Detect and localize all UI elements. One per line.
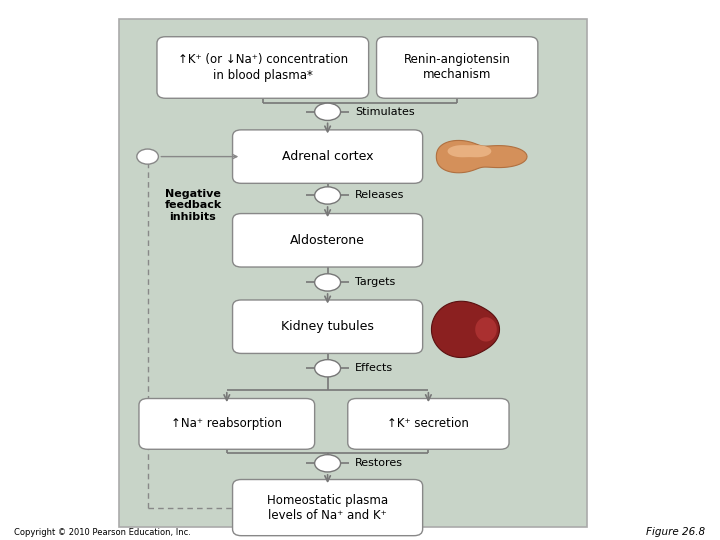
Text: Copyright © 2010 Pearson Education, Inc.: Copyright © 2010 Pearson Education, Inc.: [14, 528, 192, 537]
Text: Figure 26.8: Figure 26.8: [647, 527, 706, 537]
Ellipse shape: [315, 187, 341, 204]
Text: ↑K⁺ (or ↓Na⁺) concentration
in blood plasma*: ↑K⁺ (or ↓Na⁺) concentration in blood pla…: [178, 53, 348, 82]
Text: Effects: Effects: [355, 363, 393, 373]
Text: Adrenal cortex: Adrenal cortex: [282, 150, 374, 163]
Text: Kidney tubules: Kidney tubules: [282, 320, 374, 333]
FancyBboxPatch shape: [119, 19, 587, 526]
Text: ↑Na⁺ reabsorption: ↑Na⁺ reabsorption: [171, 417, 282, 430]
Text: Homeostatic plasma
levels of Na⁺ and K⁺: Homeostatic plasma levels of Na⁺ and K⁺: [267, 494, 388, 522]
Ellipse shape: [315, 360, 341, 377]
FancyBboxPatch shape: [233, 480, 423, 536]
Ellipse shape: [315, 455, 341, 472]
FancyBboxPatch shape: [157, 37, 369, 98]
Polygon shape: [475, 318, 497, 341]
FancyBboxPatch shape: [233, 213, 423, 267]
Text: Negative
feedback
inhibits: Negative feedback inhibits: [164, 188, 222, 222]
Text: Renin-angiotensin
mechanism: Renin-angiotensin mechanism: [404, 53, 510, 82]
Polygon shape: [431, 301, 500, 357]
Text: ↑K⁺ secretion: ↑K⁺ secretion: [387, 417, 469, 430]
Polygon shape: [436, 140, 527, 173]
FancyBboxPatch shape: [348, 399, 509, 449]
FancyBboxPatch shape: [139, 399, 315, 449]
Text: Aldosterone: Aldosterone: [290, 234, 365, 247]
Ellipse shape: [315, 103, 341, 120]
Ellipse shape: [315, 274, 341, 291]
Text: Restores: Restores: [355, 458, 403, 468]
FancyBboxPatch shape: [377, 37, 538, 98]
Ellipse shape: [137, 149, 158, 164]
FancyBboxPatch shape: [233, 300, 423, 353]
Text: Releases: Releases: [355, 191, 405, 200]
FancyBboxPatch shape: [233, 130, 423, 184]
Text: Targets: Targets: [355, 278, 395, 287]
Text: Stimulates: Stimulates: [355, 107, 415, 117]
Polygon shape: [448, 145, 491, 157]
